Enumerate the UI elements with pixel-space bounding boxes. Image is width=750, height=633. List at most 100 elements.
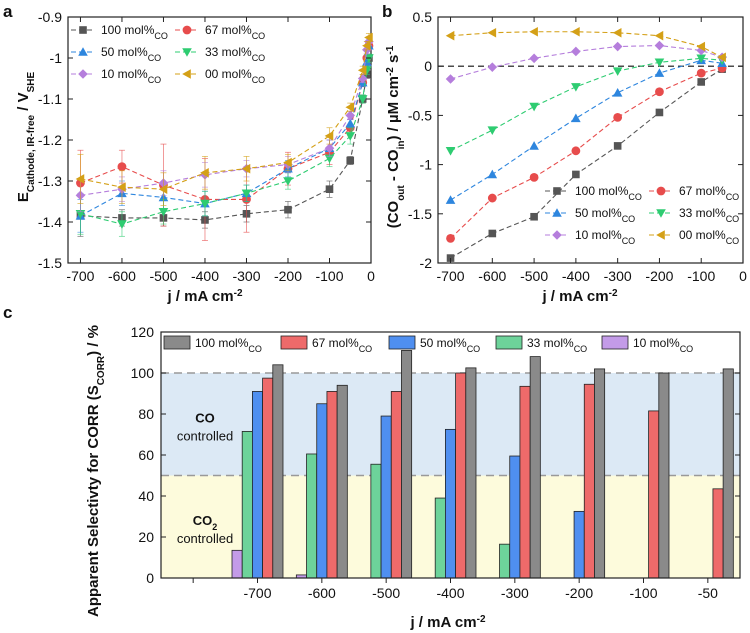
series-line	[450, 44, 723, 80]
data-point	[696, 68, 706, 78]
bar	[401, 350, 413, 579]
bar	[519, 385, 531, 579]
legend-swatch	[280, 335, 308, 350]
data-point	[530, 212, 538, 221]
chart-a-x-axis-title: j / mA cm-2	[166, 288, 242, 306]
y-tick-label: -1.5	[38, 255, 62, 271]
legend-swatch	[163, 335, 191, 350]
series-line	[80, 57, 370, 225]
bar	[272, 364, 284, 579]
x-tick-label: -600	[308, 585, 336, 601]
legend-label-sub: CO	[252, 75, 266, 85]
legend-label-main: 100 mol%	[101, 23, 155, 37]
legend-label-main: 67 mol%	[205, 23, 252, 37]
x-tick-label: -300	[604, 268, 632, 284]
bar	[529, 356, 541, 579]
legend-label: 67 mol%CO	[205, 23, 265, 41]
data-point	[346, 156, 355, 165]
bar	[648, 410, 660, 579]
bar	[306, 453, 318, 579]
legend-label-main: 100 mol%	[195, 336, 249, 350]
data-point	[364, 32, 373, 43]
x-tick-label: -50	[698, 585, 718, 601]
legend-label-main: 50 mol%	[575, 206, 622, 220]
legend-label-main: 50 mol%	[101, 45, 148, 59]
data-point	[357, 95, 368, 104]
bar	[444, 428, 456, 579]
y-tick-label: 60	[138, 447, 154, 463]
data-point	[571, 46, 581, 57]
data-point	[200, 199, 210, 209]
data-point	[696, 54, 707, 64]
data-point	[324, 143, 335, 153]
data-point	[613, 142, 622, 150]
x-tick-label: -100	[687, 268, 715, 284]
data-point	[445, 74, 456, 84]
x-tick-label: -200	[565, 585, 593, 601]
data-point	[612, 27, 622, 38]
data-point	[571, 113, 581, 123]
bar	[251, 391, 263, 579]
data-point	[612, 41, 623, 52]
legend-label: 100 mol%CO	[195, 336, 262, 354]
bar	[722, 368, 734, 579]
legend-label-main: 100 mol%	[575, 184, 629, 198]
y-tick-label: 0	[424, 58, 432, 74]
bar	[712, 488, 724, 579]
data-point	[158, 184, 168, 194]
legend-label: 33 mol%CO	[679, 206, 739, 224]
data-point	[612, 67, 623, 76]
legend-label-main: 33 mol%	[679, 206, 726, 220]
data-point	[487, 126, 498, 135]
data-point	[654, 30, 664, 41]
y-tick-label: 120	[131, 324, 155, 340]
x-tick-label: 0	[367, 268, 375, 284]
legend-label-main: 00 mol%	[205, 67, 252, 81]
bar	[380, 415, 392, 579]
legend-label-sub: CO	[622, 214, 636, 224]
data-point	[345, 118, 356, 128]
legend-label-sub: CO	[359, 344, 373, 354]
series-line	[450, 31, 723, 58]
y-tick-label: -1	[50, 50, 63, 66]
data-point	[362, 40, 371, 51]
x-tick-label: -700	[243, 585, 271, 601]
legend-label-main: 67 mol%	[312, 336, 359, 350]
data-point	[284, 205, 292, 214]
x-tick-label: -400	[436, 585, 464, 601]
bar	[326, 391, 338, 579]
x-tick-label: -600	[108, 268, 136, 284]
data-point	[158, 207, 169, 217]
data-point	[357, 65, 367, 76]
legend-label: 100 mol%CO	[575, 184, 642, 202]
bar	[499, 543, 511, 579]
y-tick-label: 20	[138, 529, 154, 545]
data-point	[571, 146, 581, 156]
series-line	[450, 59, 723, 201]
legend-label-main: 67 mol%	[679, 184, 726, 198]
legend-label-sub: CO	[622, 236, 636, 246]
y-tick-label: -1.2	[38, 132, 62, 148]
chart-b-y-axis-title: (COout - COin) / µM cm-2 s-1	[385, 45, 407, 228]
data-point	[283, 177, 293, 186]
legend-marker	[182, 25, 192, 35]
data-point	[654, 40, 665, 51]
x-tick-label: -400	[562, 268, 590, 284]
legend-label: 67 mol%CO	[312, 336, 372, 354]
data-point	[324, 131, 334, 141]
data-point	[529, 53, 539, 64]
legend-label-sub: CO	[680, 344, 694, 354]
legend-marker	[182, 69, 191, 79]
chart-a-y-axis: -1.5 -1.4 -1.3 -1.2 -1.1 -1 -0.9	[38, 9, 371, 271]
data-point	[117, 182, 126, 192]
region-label-sub: 2	[212, 522, 217, 532]
legend-label-main: 50 mol%	[420, 336, 467, 350]
y-tick-label: 0.5	[413, 9, 433, 25]
data-point	[345, 132, 356, 141]
x-tick-label: -300	[232, 268, 260, 284]
legend-label: 10 mol%CO	[101, 67, 161, 85]
y-tick-label: 40	[138, 488, 154, 504]
